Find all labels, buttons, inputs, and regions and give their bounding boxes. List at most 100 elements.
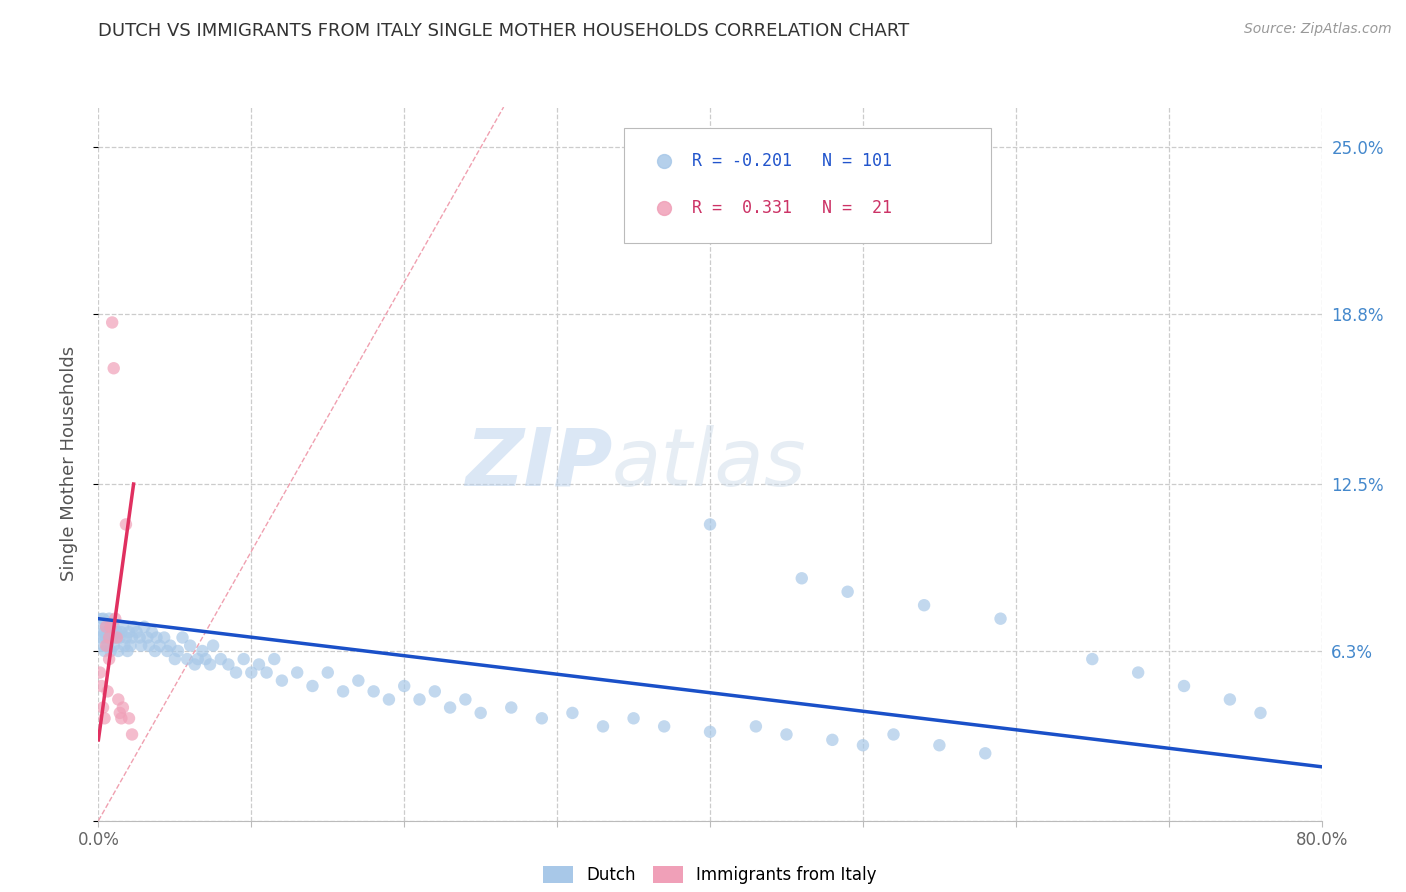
Point	[232, 652, 254, 666]
Point	[110, 711, 132, 725]
Point	[928, 738, 950, 752]
Point	[408, 692, 430, 706]
Point	[883, 727, 905, 741]
Point	[217, 657, 239, 672]
Point	[439, 700, 461, 714]
Point	[103, 639, 125, 653]
Point	[501, 700, 523, 714]
Y-axis label: Single Mother Households: Single Mother Households	[59, 346, 77, 582]
Point	[103, 361, 125, 376]
Point	[138, 639, 160, 653]
Point	[240, 665, 263, 680]
Point	[115, 517, 138, 532]
Point	[98, 652, 121, 666]
Point	[912, 598, 935, 612]
Point	[111, 700, 134, 714]
Point	[100, 644, 122, 658]
Point	[103, 620, 125, 634]
Point	[378, 692, 401, 706]
Point	[110, 625, 132, 640]
Point	[153, 631, 176, 645]
Point	[93, 644, 115, 658]
Point	[93, 711, 115, 725]
Point	[176, 652, 198, 666]
Point	[145, 631, 167, 645]
Text: ZIP: ZIP	[465, 425, 612, 503]
Point	[100, 620, 122, 634]
Point	[974, 747, 997, 761]
Point	[561, 706, 583, 720]
Point	[101, 316, 124, 330]
Point	[120, 639, 142, 653]
Point	[118, 711, 141, 725]
Point	[592, 719, 614, 733]
Point	[745, 719, 768, 733]
Text: DUTCH VS IMMIGRANTS FROM ITALY SINGLE MOTHER HOUSEHOLDS CORRELATION CHART: DUTCH VS IMMIGRANTS FROM ITALY SINGLE MO…	[98, 22, 910, 40]
Point	[149, 639, 172, 653]
Point	[112, 639, 135, 653]
Text: R =  0.331   N =  21: R = 0.331 N = 21	[692, 199, 891, 217]
Legend: Dutch, Immigrants from Italy: Dutch, Immigrants from Italy	[537, 859, 883, 891]
Point	[104, 612, 127, 626]
Point	[117, 644, 139, 658]
Point	[1173, 679, 1195, 693]
Point	[159, 639, 181, 653]
Point	[668, 181, 690, 195]
Point	[821, 732, 844, 747]
Point	[1128, 665, 1150, 680]
Point	[167, 644, 190, 658]
Point	[837, 584, 859, 599]
Point	[89, 620, 111, 634]
Point	[191, 644, 214, 658]
Point	[97, 639, 120, 653]
Point	[623, 711, 645, 725]
Point	[97, 684, 120, 698]
Point	[108, 706, 131, 720]
Point	[392, 679, 416, 693]
Point	[94, 631, 117, 645]
Point	[775, 727, 797, 741]
Point	[454, 692, 477, 706]
Point	[423, 684, 446, 698]
Point	[247, 657, 270, 672]
Point	[332, 684, 354, 698]
Point	[125, 625, 148, 640]
Point	[172, 631, 194, 645]
Point	[1249, 706, 1271, 720]
Point	[141, 625, 163, 640]
Point	[90, 679, 112, 693]
Point	[699, 724, 721, 739]
Point	[118, 625, 141, 640]
Point	[270, 673, 292, 688]
Point	[129, 639, 152, 653]
Point	[94, 620, 117, 634]
Point	[90, 631, 112, 645]
Point	[121, 727, 143, 741]
Point	[163, 652, 186, 666]
Point	[285, 665, 308, 680]
Point	[98, 631, 121, 645]
Point	[105, 625, 128, 640]
Point	[136, 631, 159, 645]
Point	[1219, 692, 1241, 706]
Point	[347, 673, 370, 688]
Point	[990, 612, 1012, 626]
Point	[256, 665, 278, 680]
Point	[363, 684, 385, 698]
FancyBboxPatch shape	[624, 128, 991, 243]
Point	[128, 631, 150, 645]
Point	[115, 631, 138, 645]
Point	[209, 652, 232, 666]
Point	[184, 657, 207, 672]
Point	[91, 700, 114, 714]
Point	[107, 692, 129, 706]
Point	[111, 620, 134, 634]
Point	[301, 679, 323, 693]
Point	[108, 631, 131, 645]
Point	[94, 639, 117, 653]
Point	[652, 719, 675, 733]
Point	[198, 657, 221, 672]
Point	[91, 612, 114, 626]
Point	[202, 639, 225, 653]
Point	[263, 652, 285, 666]
